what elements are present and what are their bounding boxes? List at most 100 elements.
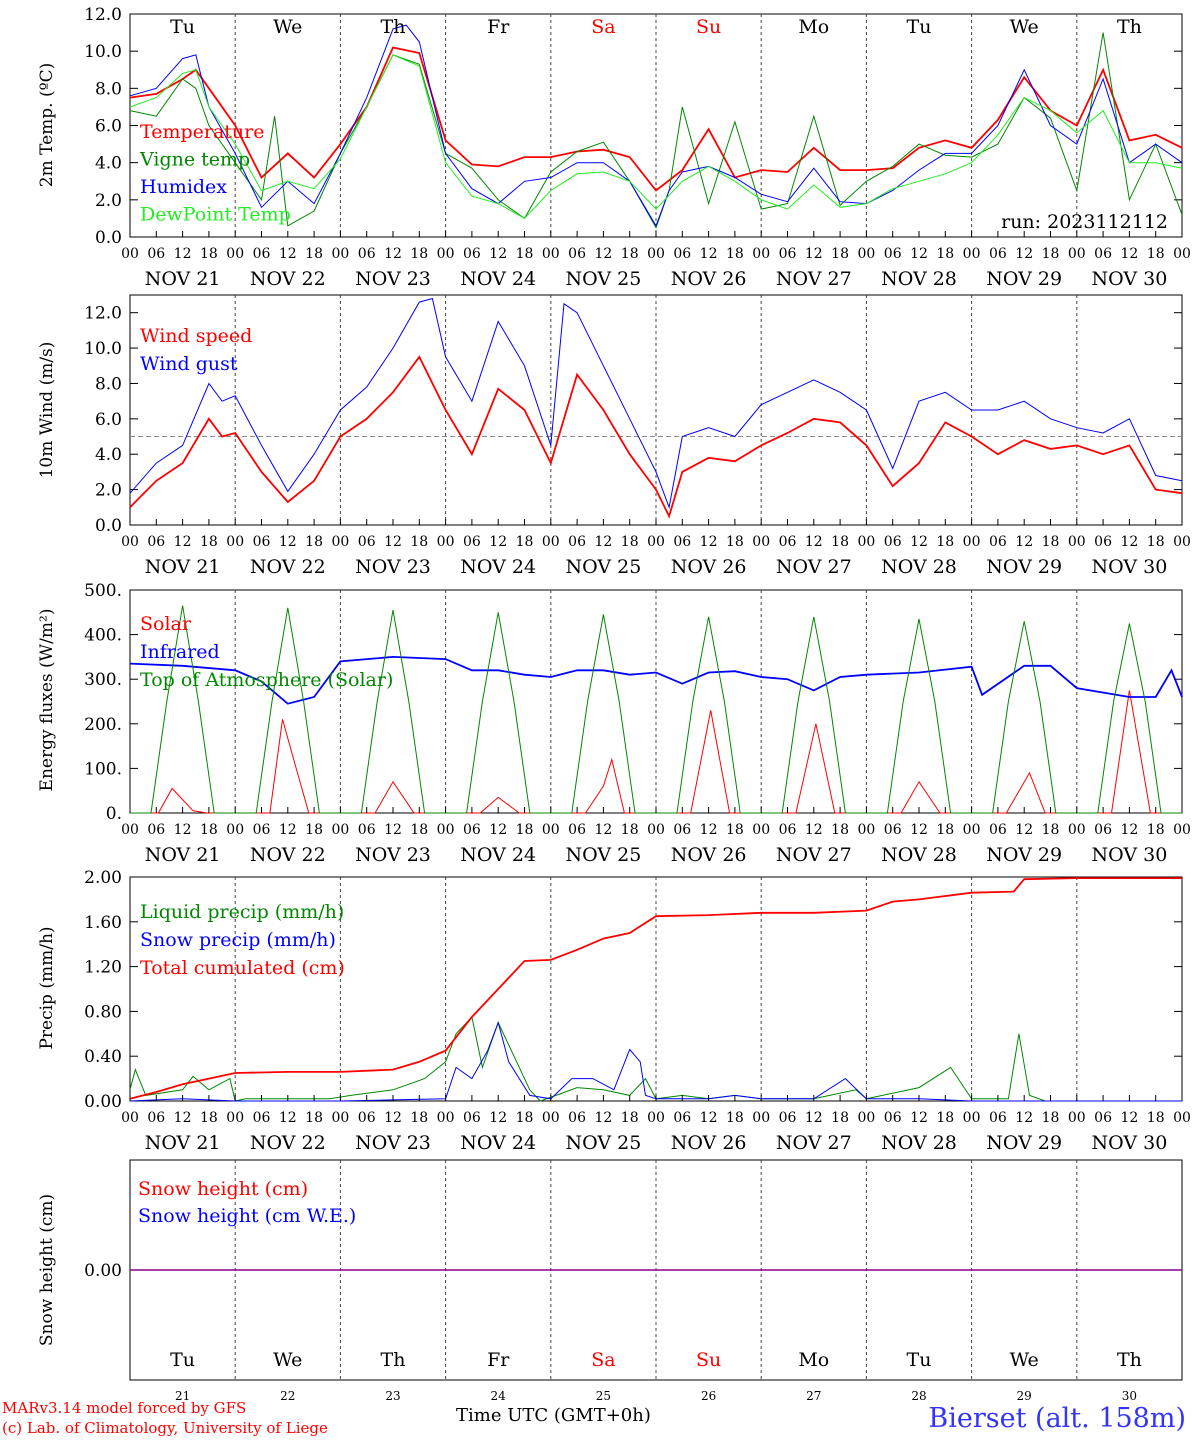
- hour-tick-label: 18: [936, 822, 954, 838]
- hour-tick-label: 00: [437, 246, 455, 262]
- hour-tick-label: 06: [673, 246, 691, 262]
- y-tick-label: 8.0: [95, 374, 122, 394]
- legend-entry: Solar: [140, 613, 192, 635]
- hour-tick-label: 06: [779, 534, 797, 550]
- y-axis-label: 2m Temp. (ºC): [37, 63, 57, 188]
- hour-tick-label: 12: [910, 246, 928, 262]
- day-number-label: 27: [806, 1389, 821, 1403]
- hour-tick-label: 12: [1015, 822, 1033, 838]
- day-number-label: 23: [385, 1389, 400, 1403]
- hour-tick-label: 00: [1173, 1110, 1191, 1126]
- hour-tick-label: 00: [1173, 822, 1191, 838]
- hour-tick-label: 00: [542, 534, 560, 550]
- date-label: NOV 29: [986, 844, 1062, 866]
- date-label: NOV 27: [776, 1132, 852, 1154]
- day-number-label: 26: [701, 1389, 716, 1403]
- hour-tick-label: 00: [1173, 246, 1191, 262]
- y-tick-label: 6.0: [95, 410, 122, 430]
- hour-tick-label: 06: [1094, 1110, 1112, 1126]
- hour-tick-label: 12: [594, 822, 612, 838]
- y-tick-label: 10.0: [84, 42, 122, 62]
- hour-tick-label: 18: [1042, 534, 1060, 550]
- y-tick-label: 4.0: [95, 445, 122, 465]
- day-number-label: 25: [596, 1389, 611, 1403]
- hour-tick-label: 06: [989, 1110, 1007, 1126]
- hour-tick-label: 12: [805, 1110, 823, 1126]
- weekday-label-bottom: Su: [696, 1349, 721, 1371]
- date-label: NOV 24: [460, 556, 536, 578]
- weekday-label-bottom: We: [1010, 1349, 1039, 1371]
- hour-tick-label: 18: [621, 534, 639, 550]
- hour-tick-label: 06: [358, 1110, 376, 1126]
- date-label: NOV 21: [145, 268, 221, 290]
- hour-tick-label: 18: [936, 1110, 954, 1126]
- hour-tick-label: 00: [437, 1110, 455, 1126]
- hour-tick-label: 12: [1120, 1110, 1138, 1126]
- hour-tick-label: 00: [857, 246, 875, 262]
- hour-tick-label: 00: [857, 822, 875, 838]
- hour-tick-label: 18: [831, 246, 849, 262]
- y-tick-label: 2.0: [95, 481, 122, 501]
- hour-tick-label: 18: [1147, 246, 1165, 262]
- hour-tick-label: 06: [463, 822, 481, 838]
- weekday-label-bottom: We: [273, 1349, 302, 1371]
- hour-tick-label: 00: [857, 1110, 875, 1126]
- date-label: NOV 22: [250, 844, 326, 866]
- hour-tick-label: 06: [989, 534, 1007, 550]
- day-number-label: 28: [911, 1389, 926, 1403]
- hour-tick-label: 18: [621, 246, 639, 262]
- series-line: [129, 877, 1182, 1100]
- hour-tick-label: 00: [647, 822, 665, 838]
- hour-tick-label: 12: [384, 822, 402, 838]
- legend-entry: Vigne temp: [139, 149, 250, 171]
- hour-tick-label: 00: [331, 822, 349, 838]
- hour-tick-label: 00: [121, 1110, 139, 1126]
- hour-tick-label: 18: [516, 246, 534, 262]
- hour-tick-label: 00: [331, 534, 349, 550]
- hour-tick-label: 12: [174, 1110, 192, 1126]
- weekday-label: Th: [381, 16, 406, 38]
- hour-tick-label: 12: [1120, 246, 1138, 262]
- date-label: NOV 28: [881, 268, 957, 290]
- date-label: NOV 24: [460, 1132, 536, 1154]
- date-label: NOV 30: [1091, 556, 1167, 578]
- date-label: NOV 24: [460, 268, 536, 290]
- hour-tick-label: 06: [463, 246, 481, 262]
- hour-tick-label: 06: [568, 1110, 586, 1126]
- x-axis-title: Time UTC (GMT+0h): [456, 1405, 651, 1426]
- weekday-label-bottom: Sa: [591, 1349, 615, 1371]
- series-line: [129, 297, 1183, 510]
- hour-tick-label: 18: [305, 822, 323, 838]
- hour-tick-label: 00: [1068, 534, 1086, 550]
- hour-tick-label: 00: [647, 1110, 665, 1126]
- hour-tick-label: 00: [226, 1110, 244, 1126]
- weekday-label: Mo: [798, 16, 829, 38]
- y-tick-label: 0.40: [84, 1047, 122, 1067]
- legend-entry: Liquid precip (mm/h): [140, 901, 344, 923]
- hour-tick-label: 18: [726, 822, 744, 838]
- hour-tick-label: 00: [647, 246, 665, 262]
- weekday-label: Su: [696, 16, 721, 38]
- hour-tick-label: 12: [700, 534, 718, 550]
- hour-tick-label: 18: [726, 534, 744, 550]
- hour-tick-label: 06: [884, 246, 902, 262]
- date-label: NOV 23: [355, 556, 431, 578]
- hour-tick-label: 18: [1147, 534, 1165, 550]
- hour-tick-label: 12: [594, 534, 612, 550]
- hour-tick-label: 06: [989, 246, 1007, 262]
- hour-tick-label: 00: [437, 534, 455, 550]
- hour-tick-label: 00: [437, 822, 455, 838]
- hour-tick-label: 06: [673, 822, 691, 838]
- hour-tick-label: 12: [489, 246, 507, 262]
- hour-tick-label: 06: [463, 1110, 481, 1126]
- hour-tick-label: 12: [279, 1110, 297, 1126]
- weekday-label-bottom: Th: [1117, 1349, 1142, 1371]
- hour-tick-label: 12: [174, 246, 192, 262]
- y-tick-label: 0.80: [84, 1002, 122, 1022]
- hour-tick-label: 00: [226, 534, 244, 550]
- date-label: NOV 21: [145, 1132, 221, 1154]
- legend-entry: Temperature: [140, 121, 264, 143]
- hour-tick-label: 18: [831, 822, 849, 838]
- hour-tick-label: 18: [516, 822, 534, 838]
- hour-tick-label: 06: [568, 246, 586, 262]
